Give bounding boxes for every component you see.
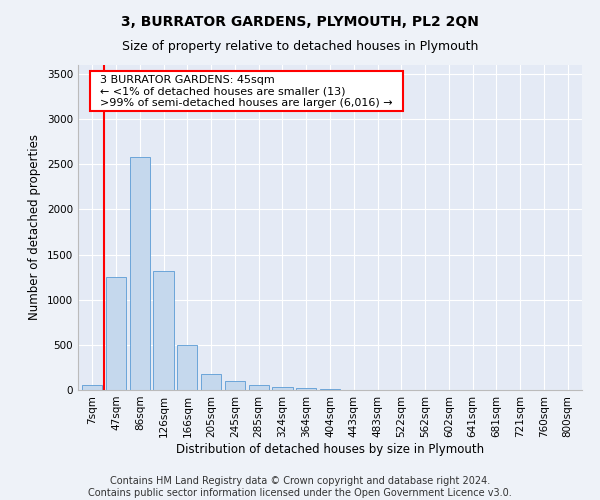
Text: Size of property relative to detached houses in Plymouth: Size of property relative to detached ho… [122, 40, 478, 53]
Bar [177, 345, 197, 390]
Bar [272, 387, 293, 390]
Bar [106, 277, 126, 390]
Text: 3 BURRATOR GARDENS: 45sqm  
  ← <1% of detached houses are smaller (13)  
  >99%: 3 BURRATOR GARDENS: 45sqm ← <1% of detac… [93, 74, 400, 108]
Bar [296, 388, 316, 390]
Text: 3, BURRATOR GARDENS, PLYMOUTH, PL2 2QN: 3, BURRATOR GARDENS, PLYMOUTH, PL2 2QN [121, 15, 479, 29]
Bar [201, 374, 221, 390]
Y-axis label: Number of detached properties: Number of detached properties [28, 134, 41, 320]
Bar [154, 271, 173, 390]
Text: Contains HM Land Registry data © Crown copyright and database right 2024.
Contai: Contains HM Land Registry data © Crown c… [88, 476, 512, 498]
Bar [248, 386, 269, 390]
Bar [82, 386, 103, 390]
X-axis label: Distribution of detached houses by size in Plymouth: Distribution of detached houses by size … [176, 442, 484, 456]
Bar [130, 157, 150, 390]
Bar [225, 381, 245, 390]
